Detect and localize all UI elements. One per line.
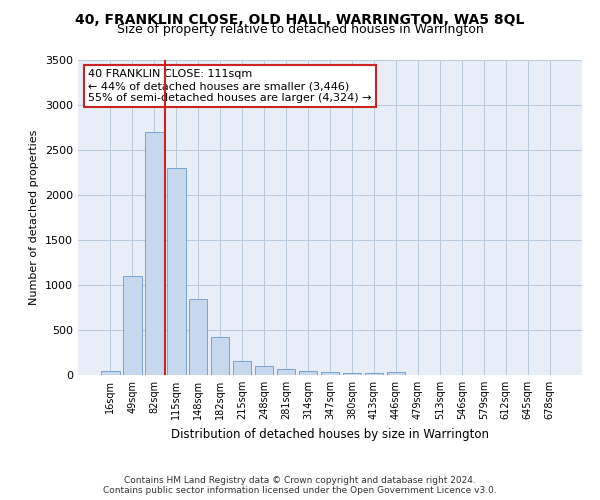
Bar [167,168,185,375]
Bar [365,373,383,375]
Text: Size of property relative to detached houses in Warrington: Size of property relative to detached ho… [116,22,484,36]
Bar [123,276,142,375]
X-axis label: Distribution of detached houses by size in Warrington: Distribution of detached houses by size … [171,428,489,440]
Bar [101,370,119,375]
Text: Contains HM Land Registry data © Crown copyright and database right 2024.
Contai: Contains HM Land Registry data © Crown c… [103,476,497,495]
Bar [255,366,274,375]
Bar [343,373,361,375]
Y-axis label: Number of detached properties: Number of detached properties [29,130,40,305]
Bar [320,372,340,375]
Bar [299,370,317,375]
Bar [211,337,229,375]
Bar [277,368,295,375]
Bar [189,298,208,375]
Text: 40 FRANKLIN CLOSE: 111sqm
← 44% of detached houses are smaller (3,446)
55% of se: 40 FRANKLIN CLOSE: 111sqm ← 44% of detac… [88,70,371,102]
Bar [145,132,164,375]
Text: 40, FRANKLIN CLOSE, OLD HALL, WARRINGTON, WA5 8QL: 40, FRANKLIN CLOSE, OLD HALL, WARRINGTON… [76,12,524,26]
Bar [386,372,405,375]
Bar [233,360,251,375]
